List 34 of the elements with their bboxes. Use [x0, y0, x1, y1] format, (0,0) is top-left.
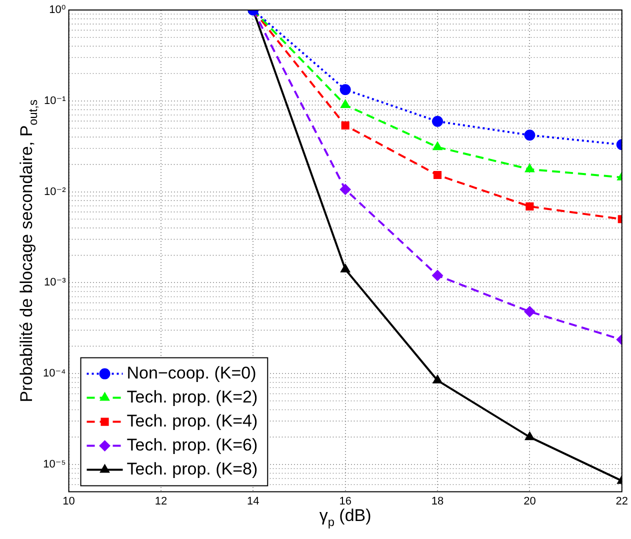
y-tick-label: 10⁻⁴ [42, 368, 66, 380]
point [432, 374, 442, 384]
y-tick-label: 10⁻⁵ [43, 458, 66, 470]
legend-label: Tech. prop. (K=8) [126, 459, 258, 478]
legend-label: Tech. prop. (K=6) [126, 435, 258, 454]
legend-label: Tech. prop. (K=4) [126, 411, 258, 430]
point [340, 84, 351, 96]
y-tick-label: 10⁻² [44, 186, 66, 198]
x-tick-label: 16 [339, 495, 352, 508]
legend-label: Tech. prop. (K=2) [126, 387, 258, 406]
point [341, 121, 350, 130]
y-tick-label: 10⁻¹ [44, 94, 66, 107]
point [526, 202, 534, 210]
y-axis-title: Probabilité de blocage secondaire, Pout,s [17, 100, 40, 402]
x-tick-label: 14 [247, 495, 260, 508]
x-tick-label: 10 [62, 495, 75, 508]
x-tick-label: 12 [154, 495, 168, 508]
x-tick-label: 22 [616, 495, 628, 508]
x-tick-label: 20 [524, 495, 536, 508]
point [524, 130, 536, 141]
y-tick-label: 10⁰ [49, 4, 66, 16]
point [432, 142, 442, 150]
point [340, 264, 350, 272]
legend-label: Non−coop. (K=0) [126, 363, 256, 382]
point [340, 100, 350, 108]
point [524, 432, 535, 440]
point [432, 270, 444, 281]
point [432, 116, 444, 127]
x-tick-label: 18 [431, 495, 444, 508]
y-tick-label: 10⁻³ [44, 276, 66, 289]
point [524, 164, 535, 172]
point [340, 184, 351, 195]
point [433, 170, 442, 180]
point [524, 306, 536, 318]
